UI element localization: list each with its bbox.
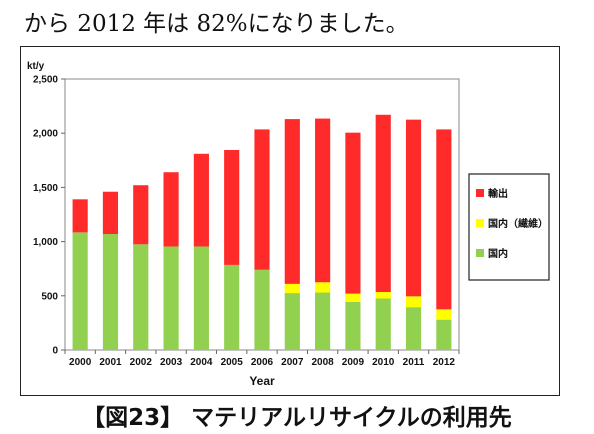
bar-segment [315, 282, 331, 293]
x-tick-label: 2000 [69, 357, 92, 368]
y-tick-label: 1,500 [33, 183, 58, 194]
bar-segment [345, 293, 361, 302]
bar-segment [345, 301, 361, 350]
bar-segment [163, 246, 179, 350]
bar-segment [405, 307, 422, 350]
x-tick-label: 2010 [372, 357, 395, 368]
bar-segment [133, 185, 149, 245]
y-tick-label: 2,000 [33, 129, 58, 140]
legend-label: 国内 [488, 247, 508, 260]
bar-segment [436, 319, 452, 350]
x-axis-label: Year [249, 374, 275, 388]
y-tick-label: 0 [52, 346, 58, 357]
stacked-bar-chart: kt/y 0 500 1,000 1,500 2,000 2,500 2000 2001 2002… [27, 61, 550, 388]
bar-segment [345, 132, 361, 294]
bar-segment [193, 246, 209, 350]
bar-segment [375, 292, 391, 299]
bar-segment [405, 119, 422, 297]
legend-swatch [476, 189, 484, 197]
x-tick-label: 2003 [160, 357, 183, 368]
y-tick-label: 500 [41, 291, 58, 302]
bar-segment [284, 293, 300, 350]
legend-swatch [476, 219, 484, 227]
bar-segment [102, 234, 119, 350]
bar-segment [102, 191, 119, 235]
bar-segment [284, 283, 300, 294]
bar-segment [193, 153, 209, 247]
x-tick-label: 2001 [99, 357, 122, 368]
chart-frame: kt/y 0 500 1,000 1,500 2,000 2,500 2000 2001 2002… [20, 46, 560, 396]
bar-segment [405, 296, 422, 308]
x-tick-label: 2011 [403, 357, 425, 368]
bar-segment [163, 172, 179, 247]
x-tick-label: 2006 [251, 357, 274, 368]
x-tick-label: 2009 [342, 357, 365, 368]
intro-text: から 2012 年は 82%になりました。 [24, 11, 409, 37]
x-tick-label: 2012 [433, 357, 456, 368]
bar-segment [436, 129, 452, 310]
bar-segment [375, 114, 391, 293]
bar-segment [224, 264, 240, 350]
bar-segment [254, 269, 270, 350]
figure-caption: 【図23】 マテリアルリサイクルの利用先 [82, 405, 512, 431]
legend-swatch [476, 249, 484, 257]
bar-segment [436, 309, 452, 320]
bar-segment [224, 150, 240, 265]
bar-segment [254, 129, 270, 270]
bar-segment [72, 199, 88, 233]
bar-segment [375, 298, 391, 350]
x-tick-label: 2008 [311, 357, 334, 368]
y-tick-label: 2,500 [33, 75, 58, 86]
x-tick-label: 2005 [221, 357, 244, 368]
x-tick-label: 2002 [130, 357, 153, 368]
legend-label: 輸出 [488, 187, 508, 200]
bar-segment [315, 292, 331, 350]
x-tick-label: 2007 [281, 357, 304, 368]
bar-segment [284, 119, 300, 284]
bar-segment [72, 232, 88, 350]
x-tick-label: 2004 [190, 357, 213, 368]
bar-segment [315, 118, 331, 283]
y-tick-label: 1,000 [33, 237, 58, 248]
legend-label: 国内（繊維） [488, 217, 548, 230]
unit-label: kt/y [27, 61, 45, 72]
bar-segment [133, 244, 149, 350]
